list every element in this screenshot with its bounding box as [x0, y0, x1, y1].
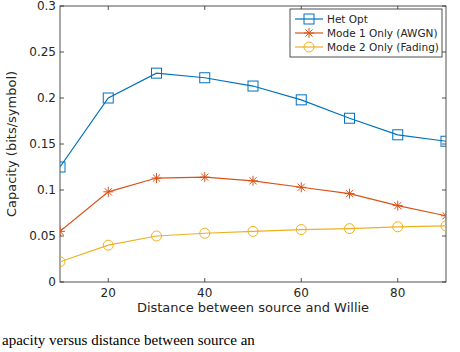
series-marker — [103, 93, 113, 103]
x-tick-label: 20 — [101, 286, 116, 300]
x-tick — [108, 278, 109, 282]
series-marker — [441, 211, 446, 221]
plot-frame — [60, 6, 446, 282]
series-marker — [441, 136, 446, 146]
x-tick-label: 60 — [294, 286, 309, 300]
legend-marker — [304, 28, 314, 38]
x-tick — [301, 278, 302, 282]
x-tick-label: 80 — [390, 286, 405, 300]
series-marker — [393, 201, 403, 211]
x-tick — [204, 6, 205, 10]
y-tick — [60, 190, 64, 191]
chart: 0 0.05 0.1 0.15 0.2 0.25 0.3 20 40 60 80 Distance b… — [0, 0, 460, 352]
caption: apacity versus distance between source a… — [2, 332, 255, 348]
series-marker — [248, 226, 258, 236]
series-marker — [60, 162, 65, 172]
y-tick-label: 0.25 — [29, 45, 56, 59]
series-marker — [296, 95, 306, 105]
legend-box — [290, 9, 442, 57]
series-marker — [60, 226, 65, 236]
x-tick — [204, 278, 205, 282]
series-marker — [296, 225, 306, 235]
y-tick — [60, 52, 64, 53]
y-tick — [442, 236, 446, 237]
legend-line — [295, 46, 323, 47]
legend-line — [295, 18, 323, 19]
y-tick — [442, 52, 446, 53]
series-marker — [393, 222, 403, 232]
x-tick — [108, 6, 109, 10]
series-group — [60, 68, 446, 267]
series-marker — [60, 257, 65, 267]
y-tick-label: 0.15 — [29, 137, 56, 151]
series-marker — [152, 231, 162, 241]
x-axis-label: Distance between source and Willie — [137, 300, 369, 315]
x-tick — [397, 278, 398, 282]
y-tick — [60, 144, 64, 145]
series-marker — [345, 189, 355, 199]
series-line — [60, 73, 446, 167]
series-marker — [248, 81, 258, 91]
series-marker — [200, 172, 210, 182]
series-marker — [152, 68, 162, 78]
y-tick-label: 0.1 — [37, 183, 56, 197]
series-marker — [296, 182, 306, 192]
y-tick-label: 0.05 — [29, 229, 56, 243]
series-marker — [393, 130, 403, 140]
y-tick — [60, 98, 64, 99]
legend-label: Mode 1 Only (AWGN) — [327, 27, 438, 39]
series-marker — [103, 187, 113, 197]
series-marker — [200, 73, 210, 83]
series-marker — [248, 176, 258, 186]
plot-bg — [60, 6, 446, 282]
y-tick — [442, 190, 446, 191]
series-line — [60, 226, 446, 262]
y-axis-label: Capacity (bits/symbol) — [4, 71, 19, 217]
legend-marker — [304, 14, 314, 24]
series-marker — [103, 240, 113, 250]
y-tick-label: 0.3 — [37, 0, 56, 13]
y-tick — [442, 98, 446, 99]
legend-marker — [304, 42, 314, 52]
legend-label: Het Opt — [327, 13, 368, 25]
series-marker — [345, 224, 355, 234]
legend-label: Mode 2 Only (Fading) — [327, 41, 439, 53]
x-tick-label: 40 — [197, 286, 212, 300]
y-tick-label: 0 — [48, 275, 56, 289]
series-marker — [152, 173, 162, 183]
y-tick — [60, 236, 64, 237]
y-tick — [442, 144, 446, 145]
legend: Het Opt Mode 1 Only (AWGN) Mode 2 Only (Fa… — [290, 9, 442, 57]
series-marker — [200, 228, 210, 238]
series-marker — [441, 221, 446, 231]
series-marker — [345, 113, 355, 123]
y-tick-label: 0.2 — [37, 91, 56, 105]
